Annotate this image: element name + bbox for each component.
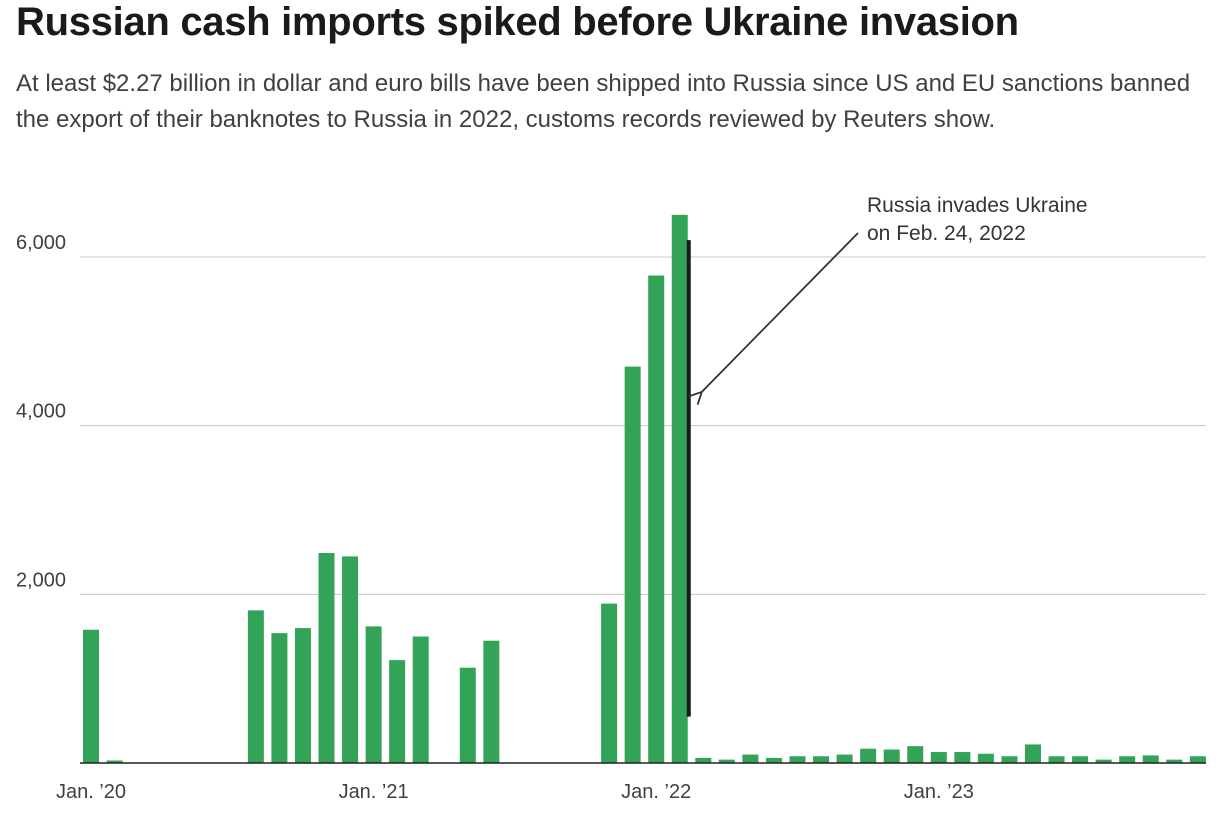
bar-2023-03: [977, 753, 994, 763]
bar-2022-10: [860, 748, 877, 763]
bar-2022-09: [836, 754, 853, 763]
bar-2023-09: [1119, 756, 1136, 763]
bar-2022-03: [695, 757, 712, 763]
y-tick-label: 6,000: [16, 232, 66, 254]
x-tick-label: Jan. ’20: [56, 781, 126, 803]
bar-2023-12: [1189, 756, 1206, 763]
bar-2021-03: [412, 636, 429, 763]
bar-2023-01: [930, 752, 947, 763]
y-axis-labels: 2,000 4,000 6,000: [16, 232, 66, 591]
bar-2021-06: [483, 640, 500, 763]
bar-2020-08: [247, 610, 264, 763]
bar-2022-02: [671, 214, 688, 764]
x-tick-label: Jan. ’21: [339, 781, 409, 803]
x-tick-label: Jan. ’23: [904, 781, 974, 803]
bar-2022-08: [813, 756, 830, 763]
bar-2023-04: [1001, 756, 1018, 763]
gridlines: [80, 256, 1206, 595]
bar-2021-01: [365, 626, 382, 763]
bar-2020-10: [294, 628, 311, 763]
bars: [83, 214, 1206, 764]
bar-2022-04: [718, 759, 735, 763]
bar-2023-08: [1095, 759, 1112, 763]
bar-2023-06: [1048, 756, 1065, 763]
bar-2022-06: [765, 757, 782, 763]
chart-title: Russian cash imports spiked before Ukrai…: [16, 0, 1019, 44]
bar-2021-05: [459, 667, 476, 763]
bar-2020-11: [318, 553, 335, 763]
annotation-text: Russia invades Ukraine: [867, 194, 1088, 217]
bar-2020-09: [271, 633, 288, 763]
bar-2023-07: [1072, 756, 1089, 763]
y-tick-label: 4,000: [16, 401, 66, 423]
bar-2023-02: [954, 752, 971, 763]
bar-2023-05: [1025, 744, 1041, 763]
bar-2020-12: [342, 556, 359, 763]
bar-2023-10: [1142, 755, 1159, 763]
x-axis-labels: Jan. ’20 Jan. ’21 Jan. ’22 Jan. ’23: [56, 781, 974, 803]
bar-2020-02: [106, 760, 123, 763]
y-tick-label: 2,000: [16, 569, 66, 591]
event-marker: Russia invades Ukraine on Feb. 24, 2022: [686, 194, 1088, 717]
chart-subtitle: At least $2.27 billion in dollar and eur…: [16, 70, 1191, 133]
bar-2021-11: [601, 603, 618, 763]
bar-2020-01: [83, 629, 99, 763]
bar-2022-07: [789, 756, 806, 763]
bar-2022-11: [883, 749, 900, 763]
annotation-text: on Feb. 24, 2022: [867, 222, 1026, 245]
bar-2021-02: [389, 660, 406, 763]
bar-2021-12: [624, 366, 641, 763]
bar-2022-05: [742, 754, 759, 763]
bar-2022-01: [648, 275, 665, 763]
bar-2023-11: [1166, 759, 1183, 763]
bar-2022-12: [907, 746, 924, 763]
annotation-arrow: [702, 232, 859, 392]
x-tick-label: Jan. ’22: [621, 781, 691, 803]
